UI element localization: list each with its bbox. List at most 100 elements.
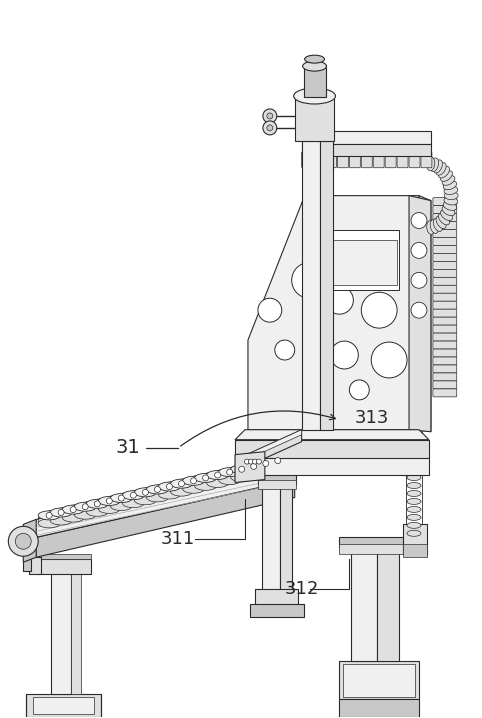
Ellipse shape [441,210,453,220]
Ellipse shape [147,493,168,502]
Circle shape [8,526,38,556]
Ellipse shape [255,459,277,468]
Polygon shape [235,439,429,457]
Polygon shape [409,195,431,432]
Ellipse shape [74,510,96,519]
Polygon shape [240,430,302,470]
Ellipse shape [131,490,148,495]
Ellipse shape [155,484,173,490]
Circle shape [70,507,76,513]
Polygon shape [33,696,94,714]
Ellipse shape [207,470,228,480]
Polygon shape [320,141,334,430]
FancyBboxPatch shape [397,151,408,168]
FancyBboxPatch shape [433,222,457,230]
Ellipse shape [439,213,450,225]
Text: 311: 311 [161,531,195,549]
Ellipse shape [82,501,100,508]
Polygon shape [403,524,427,554]
Ellipse shape [143,487,161,493]
Polygon shape [377,544,399,661]
Polygon shape [304,66,325,97]
Ellipse shape [178,478,197,484]
Ellipse shape [407,482,421,488]
FancyBboxPatch shape [433,213,457,222]
Ellipse shape [50,516,72,525]
Polygon shape [255,589,298,607]
Ellipse shape [243,470,265,479]
Circle shape [275,340,295,360]
Ellipse shape [239,464,256,470]
FancyBboxPatch shape [433,293,457,302]
Ellipse shape [407,426,421,433]
Ellipse shape [444,186,458,195]
Polygon shape [302,131,431,144]
Circle shape [154,487,161,493]
FancyBboxPatch shape [433,349,457,357]
FancyBboxPatch shape [433,302,457,309]
Circle shape [256,459,261,464]
Ellipse shape [62,505,84,514]
Circle shape [303,358,326,382]
Circle shape [253,459,257,464]
Ellipse shape [407,467,421,472]
Ellipse shape [443,181,456,190]
Polygon shape [258,480,295,490]
Polygon shape [235,452,265,482]
FancyBboxPatch shape [433,341,457,349]
Polygon shape [36,480,295,557]
FancyBboxPatch shape [362,151,372,168]
Ellipse shape [243,462,265,471]
Ellipse shape [214,470,233,475]
Circle shape [107,498,112,504]
Ellipse shape [407,514,421,521]
Polygon shape [280,352,292,597]
Ellipse shape [407,490,421,496]
Circle shape [227,469,233,475]
FancyBboxPatch shape [337,151,348,168]
Ellipse shape [407,403,421,409]
Ellipse shape [46,510,64,516]
Polygon shape [240,430,302,462]
Ellipse shape [267,464,289,473]
Circle shape [263,460,269,467]
Ellipse shape [433,218,442,231]
Polygon shape [302,144,431,156]
Circle shape [248,459,254,464]
Ellipse shape [427,157,435,171]
Ellipse shape [167,481,185,487]
Circle shape [349,380,369,400]
Ellipse shape [442,206,455,215]
Polygon shape [295,96,335,141]
Circle shape [411,272,427,288]
Ellipse shape [94,498,112,505]
Polygon shape [339,537,409,547]
Ellipse shape [436,216,446,228]
Polygon shape [302,141,320,430]
Circle shape [411,302,427,318]
Polygon shape [262,352,280,597]
Circle shape [331,341,358,369]
Polygon shape [23,519,36,562]
Ellipse shape [195,481,216,490]
Ellipse shape [267,456,289,465]
Ellipse shape [407,531,421,536]
Polygon shape [23,559,31,572]
FancyBboxPatch shape [433,253,457,261]
Ellipse shape [231,472,253,482]
Ellipse shape [407,419,421,425]
Polygon shape [29,557,41,574]
FancyBboxPatch shape [433,381,457,389]
Ellipse shape [62,513,84,522]
Ellipse shape [442,176,455,185]
FancyBboxPatch shape [373,151,384,168]
Ellipse shape [122,490,144,500]
Ellipse shape [110,502,132,510]
Text: 313: 313 [354,409,388,426]
Ellipse shape [183,484,204,493]
Polygon shape [71,569,81,694]
Circle shape [130,493,136,498]
Ellipse shape [110,493,132,503]
FancyBboxPatch shape [433,246,457,253]
Ellipse shape [50,508,72,517]
